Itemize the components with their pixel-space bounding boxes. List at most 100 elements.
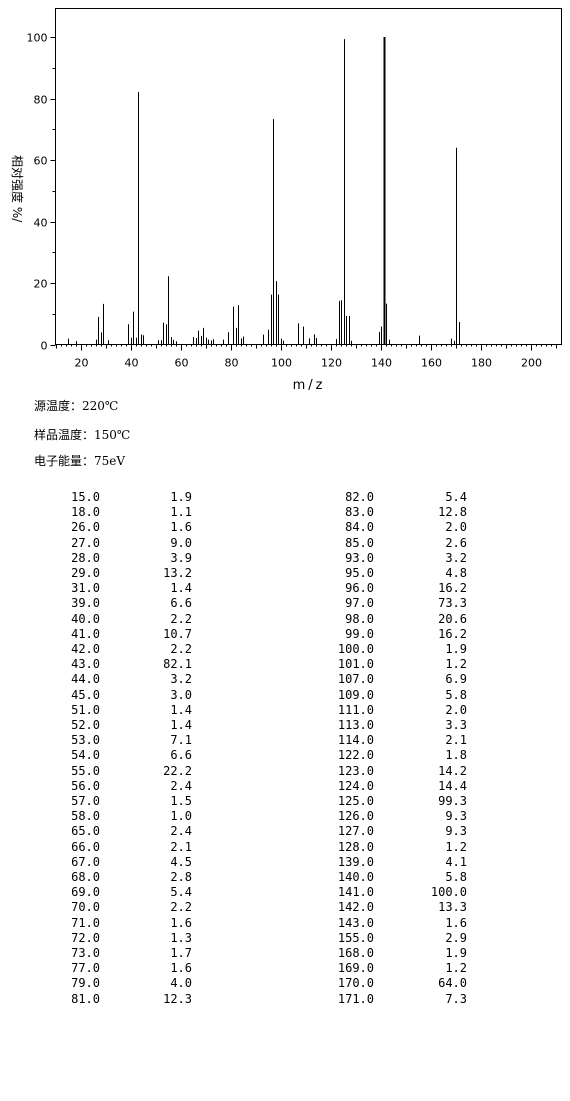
mz-left-cell: 66.0: [71, 839, 100, 854]
mz-right-cell: 98.0: [345, 611, 374, 626]
intensity-right-cell: 99.3: [438, 794, 467, 808]
mz-left-cell: 40.0: [71, 611, 100, 626]
mz-left-cell: 79.0: [71, 976, 100, 991]
intensity-left-cell: 1.6: [170, 520, 192, 535]
mz-left-cell: 73.0: [71, 946, 100, 960]
table-row: 55.0 22.2 123.0 14.2: [0, 764, 570, 779]
x-tick-label-180: 180: [471, 357, 492, 370]
intensity-right-cell: 3.2: [445, 550, 467, 565]
intensity-right-cell: 2.0: [445, 702, 467, 717]
intensity-right-cell: 64.0: [438, 976, 467, 991]
table-row: 67.0 4.5 139.0 4.1: [0, 855, 570, 870]
mz-right-cell: 168.0: [337, 946, 374, 960]
intensity-right-cell: 9.3: [445, 809, 467, 824]
table-row: 31.0 1.4 96.0 16.2: [0, 581, 570, 596]
mz-right-cell: 109.0: [337, 687, 374, 702]
mz-right-cell: 141.0: [337, 885, 374, 900]
intensity-right-cell: 16.2: [438, 626, 467, 641]
x-tick-label-140: 140: [371, 357, 392, 370]
table-row: 51.0 1.4 111.0 2.0: [0, 703, 570, 718]
intensity-right-cell: 1.2: [445, 657, 467, 672]
intensity-left-cell: 1.7: [170, 946, 192, 960]
mz-right-cell: 95.0: [345, 566, 374, 580]
table-row: 27.0 9.0 85.0 2.6: [0, 536, 570, 551]
table-row: 26.0 1.6 84.0 2.0: [0, 520, 570, 535]
source-temperature: 源温度：220℃: [34, 399, 119, 413]
table-row: 41.0 10.7 99.0 16.2: [0, 627, 570, 642]
intensity-left-cell: 2.4: [170, 824, 192, 839]
intensity-right-cell: 7.3: [445, 991, 467, 1006]
mz-right-cell: 128.0: [337, 839, 374, 854]
mz-right-cell: 111.0: [337, 702, 374, 717]
intensity-left-cell: 4.0: [170, 976, 192, 991]
table-row: 58.0 1.0 126.0 9.3: [0, 809, 570, 824]
mz-left-cell: 26.0: [71, 520, 100, 535]
mz-left-cell: 54.0: [71, 748, 100, 763]
mz-right-cell: 122.0: [337, 748, 374, 763]
mz-left-cell: 71.0: [71, 915, 100, 930]
intensity-right-cell: 5.8: [445, 870, 467, 884]
intensity-right-cell: 1.2: [445, 839, 467, 854]
table-row: 73.0 1.7 168.0 1.9: [0, 946, 570, 961]
table-row: 43.0 82.1 101.0 1.2: [0, 657, 570, 672]
table-row: 70.0 2.2 142.0 13.3: [0, 900, 570, 915]
mz-left-cell: 56.0: [71, 778, 100, 793]
mz-right-cell: 123.0: [337, 763, 374, 778]
mz-left-cell: 70.0: [71, 900, 100, 915]
intensity-left-cell: 1.4: [170, 718, 192, 732]
intensity-right-cell: 3.3: [445, 718, 467, 732]
intensity-left-cell: 6.6: [170, 596, 192, 611]
y-tick-label-40: 40: [34, 217, 48, 230]
mz-left-cell: 55.0: [71, 763, 100, 778]
mz-left-cell: 15.0: [71, 490, 100, 504]
intensity-right-cell: 4.1: [445, 854, 467, 869]
mz-right-cell: 107.0: [337, 672, 374, 687]
x-tick-label-200: 200: [521, 357, 542, 370]
intensity-right-cell: 2.9: [445, 930, 467, 945]
mz-left-cell: 52.0: [71, 718, 100, 732]
intensity-left-cell: 2.2: [170, 611, 192, 626]
intensity-left-cell: 5.4: [170, 885, 192, 900]
mz-left-cell: 28.0: [71, 550, 100, 565]
mz-left-cell: 69.0: [71, 885, 100, 900]
intensity-right-cell: 6.9: [445, 672, 467, 687]
mz-right-cell: 99.0: [345, 626, 374, 641]
mz-right-cell: 96.0: [345, 581, 374, 596]
plot-frame: [55, 8, 562, 345]
mz-right-cell: 100.0: [337, 642, 374, 656]
intensity-left-cell: 1.1: [170, 505, 192, 520]
intensity-left-cell: 3.2: [170, 672, 192, 687]
mz-left-cell: 67.0: [71, 854, 100, 869]
intensity-right-cell: 1.9: [445, 642, 467, 656]
table-row: 29.0 13.2 95.0 4.8: [0, 566, 570, 581]
mz-right-cell: 142.0: [337, 900, 374, 915]
intensity-left-cell: 1.6: [170, 961, 192, 976]
intensity-left-cell: 2.8: [170, 870, 192, 884]
sample-temperature: 样品温度：150℃: [34, 428, 131, 442]
intensity-left-cell: 7.1: [170, 733, 192, 748]
mz-right-cell: 143.0: [337, 915, 374, 930]
intensity-left-cell: 3.9: [170, 550, 192, 565]
mz-left-cell: 57.0: [71, 794, 100, 808]
intensity-right-cell: 13.3: [438, 900, 467, 915]
intensity-right-cell: 2.0: [445, 520, 467, 535]
x-tick-label-80: 80: [225, 357, 239, 370]
intensity-right-cell: 2.1: [445, 733, 467, 748]
intensity-left-cell: 2.4: [170, 778, 192, 793]
intensity-left-cell: 1.9: [170, 490, 192, 504]
intensity-right-cell: 1.9: [445, 946, 467, 960]
table-row: 53.0 7.1 114.0 2.1: [0, 733, 570, 748]
table-row: 28.0 3.9 93.0 3.2: [0, 551, 570, 566]
intensity-left-cell: 6.6: [170, 748, 192, 763]
intensity-left-cell: 2.2: [170, 900, 192, 915]
mz-right-cell: 155.0: [337, 930, 374, 945]
mz-right-cell: 140.0: [337, 870, 374, 884]
intensity-left-cell: 1.4: [170, 702, 192, 717]
mz-left-cell: 29.0: [71, 566, 100, 580]
table-row: 18.0 1.1 83.0 12.8: [0, 505, 570, 520]
intensity-left-cell: 1.3: [170, 930, 192, 945]
table-row: 71.0 1.6 143.0 1.6: [0, 916, 570, 931]
x-tick-label-40: 40: [125, 357, 139, 370]
mz-right-cell: 83.0: [345, 505, 374, 520]
table-row: 72.0 1.3 155.0 2.9: [0, 931, 570, 946]
